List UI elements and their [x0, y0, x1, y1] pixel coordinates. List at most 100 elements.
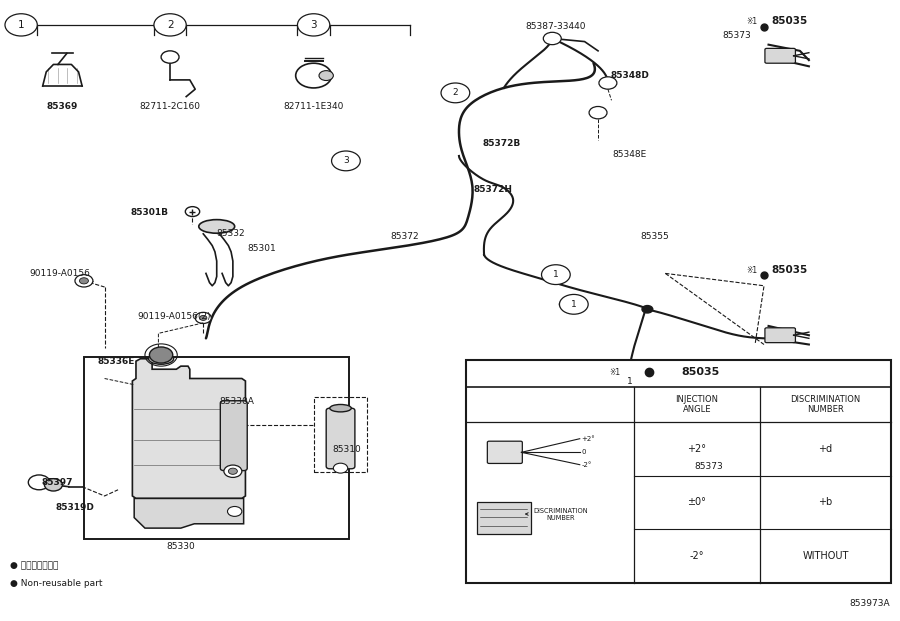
Circle shape — [75, 274, 93, 287]
Circle shape — [590, 106, 607, 119]
Circle shape — [228, 507, 242, 517]
Text: 853973A: 853973A — [849, 599, 889, 609]
Circle shape — [229, 468, 238, 474]
Circle shape — [154, 14, 186, 36]
Text: 1: 1 — [553, 270, 559, 279]
Text: 85336E: 85336E — [97, 356, 135, 366]
Circle shape — [560, 294, 589, 314]
Text: 85373: 85373 — [694, 462, 723, 471]
Circle shape — [185, 207, 200, 217]
Text: 85372B: 85372B — [483, 139, 521, 148]
Text: ※1: ※1 — [609, 368, 621, 377]
Text: ※1: ※1 — [747, 266, 758, 274]
Circle shape — [550, 270, 562, 279]
Text: 85348D: 85348D — [610, 71, 649, 80]
FancyBboxPatch shape — [765, 328, 796, 343]
FancyBboxPatch shape — [765, 48, 796, 63]
Text: WITHOUT: WITHOUT — [802, 551, 849, 561]
Circle shape — [542, 265, 571, 284]
Text: 85348E: 85348E — [612, 150, 646, 159]
Text: 85301B: 85301B — [130, 208, 168, 217]
Circle shape — [298, 14, 329, 36]
Text: 85035: 85035 — [771, 16, 807, 26]
Circle shape — [615, 372, 644, 391]
Circle shape — [333, 463, 347, 473]
Ellipse shape — [148, 353, 174, 365]
Text: 82711-1E340: 82711-1E340 — [284, 102, 344, 111]
Circle shape — [642, 306, 652, 313]
Circle shape — [441, 83, 470, 103]
Circle shape — [149, 347, 173, 363]
Circle shape — [224, 465, 242, 478]
Circle shape — [28, 475, 50, 490]
Text: 3: 3 — [310, 20, 317, 30]
Circle shape — [296, 63, 331, 88]
FancyBboxPatch shape — [477, 502, 531, 534]
FancyBboxPatch shape — [220, 401, 248, 471]
Circle shape — [319, 71, 333, 81]
Circle shape — [44, 479, 62, 491]
Text: -2°: -2° — [581, 461, 592, 468]
Text: 90119-A0156: 90119-A0156 — [30, 269, 90, 278]
Text: 1: 1 — [571, 300, 577, 309]
Text: 85330A: 85330A — [219, 397, 254, 407]
Text: +b: +b — [818, 497, 832, 507]
Ellipse shape — [199, 220, 235, 233]
Text: 85035: 85035 — [771, 265, 807, 274]
Text: 0: 0 — [581, 450, 586, 455]
Text: INJECTION
ANGLE: INJECTION ANGLE — [675, 395, 718, 414]
Text: DISCRIMINATION
NUMBER: DISCRIMINATION NUMBER — [790, 395, 860, 414]
Circle shape — [547, 35, 558, 42]
Bar — [84, 357, 348, 539]
Text: DISCRIMINATION
NUMBER: DISCRIMINATION NUMBER — [526, 507, 588, 520]
Ellipse shape — [329, 404, 351, 412]
Text: 3: 3 — [343, 156, 349, 165]
Circle shape — [331, 151, 360, 171]
Text: 85330: 85330 — [166, 542, 195, 551]
Text: 85301: 85301 — [248, 244, 276, 253]
Circle shape — [598, 77, 616, 89]
Text: ● Non-reusable part: ● Non-reusable part — [11, 579, 103, 589]
Circle shape — [79, 278, 88, 284]
Polygon shape — [134, 499, 244, 528]
Text: 85035: 85035 — [681, 367, 719, 377]
Circle shape — [340, 157, 351, 165]
Circle shape — [544, 32, 562, 45]
Circle shape — [560, 301, 571, 308]
Circle shape — [623, 378, 635, 386]
Circle shape — [5, 14, 37, 36]
Text: 85369: 85369 — [47, 102, 78, 111]
Text: 85332: 85332 — [217, 229, 246, 238]
Text: +d: +d — [818, 444, 832, 454]
FancyBboxPatch shape — [688, 446, 719, 461]
Text: 2: 2 — [453, 88, 458, 97]
FancyBboxPatch shape — [326, 408, 355, 469]
Circle shape — [569, 301, 580, 308]
Text: 2: 2 — [166, 20, 174, 30]
Text: 85310: 85310 — [332, 445, 361, 454]
Text: 85373: 85373 — [723, 31, 752, 40]
Text: +2°: +2° — [688, 444, 706, 454]
Circle shape — [161, 51, 179, 63]
Circle shape — [200, 315, 207, 320]
Text: ±0°: ±0° — [688, 497, 706, 507]
Text: 85372: 85372 — [391, 232, 419, 241]
FancyBboxPatch shape — [487, 441, 522, 463]
Text: ※1: ※1 — [747, 17, 758, 26]
Text: 85372H: 85372H — [473, 186, 513, 194]
Text: 85355: 85355 — [640, 232, 669, 241]
Text: 85397: 85397 — [41, 478, 73, 487]
Text: 90119-A0156(2): 90119-A0156(2) — [137, 312, 211, 321]
Text: -2°: -2° — [689, 551, 704, 561]
Polygon shape — [132, 359, 246, 499]
Text: 1: 1 — [18, 20, 24, 30]
Text: ● 再使用不可部品: ● 再使用不可部品 — [11, 561, 58, 570]
Text: 85319D: 85319D — [56, 502, 94, 512]
Circle shape — [450, 88, 461, 95]
Text: 1: 1 — [626, 377, 633, 386]
Text: +2°: +2° — [581, 436, 595, 442]
Circle shape — [195, 312, 212, 324]
Text: 82711-2C160: 82711-2C160 — [140, 102, 201, 111]
Bar — [466, 360, 891, 582]
Text: 85387-33440: 85387-33440 — [526, 22, 586, 30]
